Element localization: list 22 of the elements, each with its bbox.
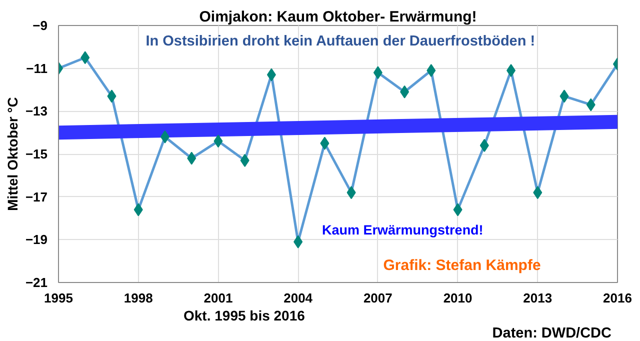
x-tick-label: 1998 [124, 290, 153, 306]
y-tick-label: −17 [25, 189, 48, 204]
x-tick-label: 2001 [204, 290, 233, 306]
chart-title: Oimjakon: Kaum Oktober- Erwärmung! [199, 8, 477, 26]
annotation: Grafik: Stefan Kämpfe [383, 256, 541, 274]
x-tick-label: 2004 [284, 290, 314, 306]
y-tick-label: −15 [25, 146, 48, 162]
x-tick-label: 2013 [523, 290, 552, 306]
y-tick-label: −13 [25, 104, 48, 119]
y-tick-label: −9 [32, 18, 48, 33]
x-tick-label: 2007 [363, 290, 392, 306]
x-tick-label: 2010 [443, 290, 472, 306]
x-tick-label: 1995 [44, 290, 73, 306]
x-axis-title: Okt. 1995 bis 2016 [184, 308, 306, 324]
y-axis-title: Mittel Oktober °C [4, 97, 20, 211]
y-tick-label: −21 [25, 275, 48, 290]
text: Daten: DWD/CDC [492, 326, 612, 341]
text: In Ostsibirien droht kein Auftauen der Dauerfrostböden ! [146, 34, 536, 50]
y-tick-label: −19 [25, 232, 48, 248]
x-tick-label: 2016 [603, 290, 632, 306]
y-tick-label: −11 [26, 60, 48, 76]
annotation: Kaum Erwärmungstrend! [322, 222, 484, 238]
